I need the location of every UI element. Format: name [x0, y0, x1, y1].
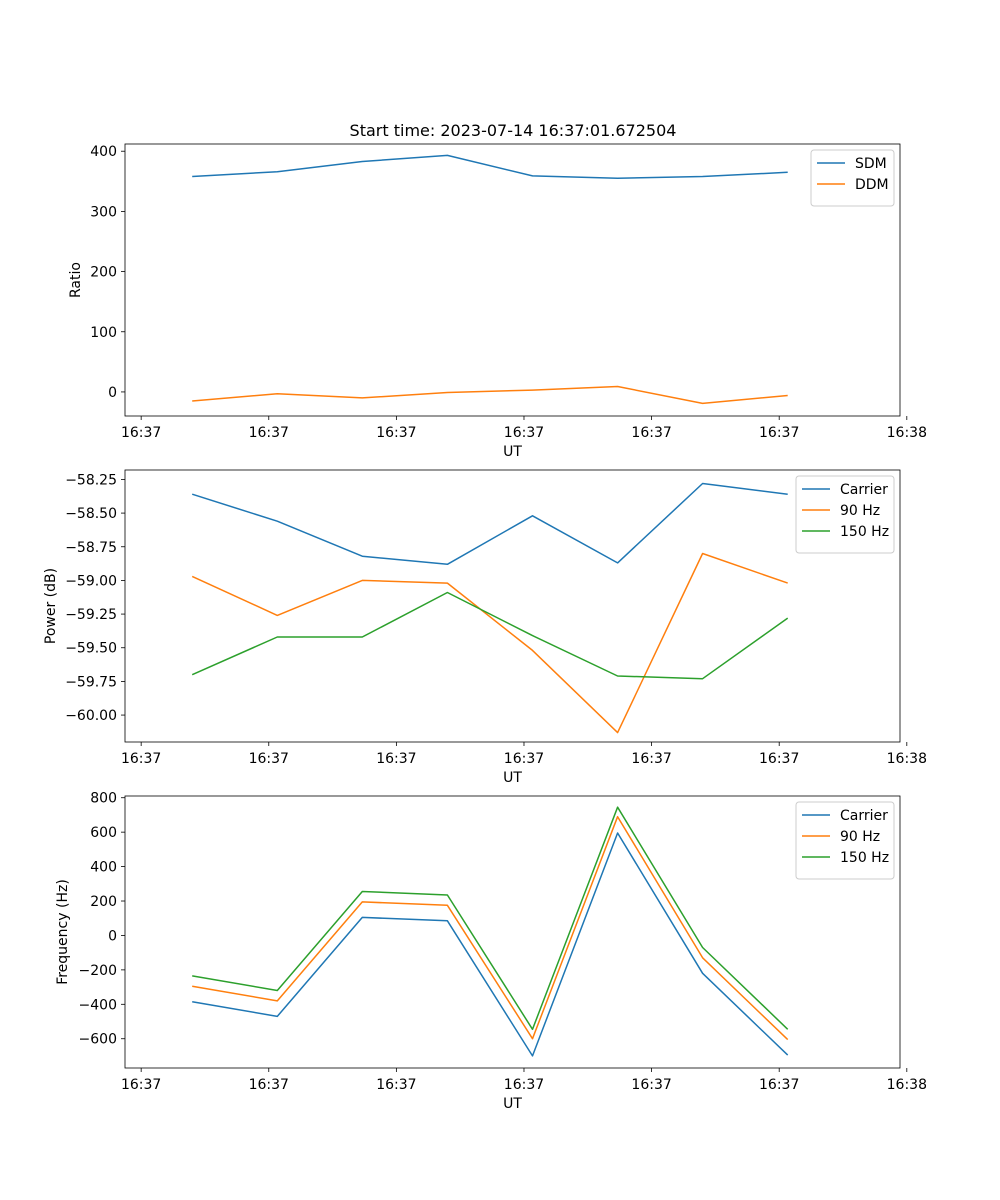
power-y-tick-label: −59.00 [65, 573, 117, 589]
frequency-series-line-150-hz [192, 806, 789, 1031]
ratio-series-line-sdm [192, 154, 788, 180]
ratio-panel: 16:37 16:37 16:37 16:37 16:37 16:37 16:38 0 100 2… [68, 143, 927, 460]
ratio-x-tick-label: 16:37 [249, 425, 289, 441]
frequency-y-axis-label: Frequency (Hz) [55, 879, 71, 985]
power-series-line-150-hz [191, 591, 789, 680]
frequency-series-line-90-hz [192, 815, 789, 1041]
ratio-legend-label: SDM [855, 156, 887, 172]
power-legend-label: 150 Hz [840, 524, 889, 540]
frequency-legend-label: 90 Hz [840, 829, 880, 845]
power-x-tick-label: 16:37 [504, 751, 544, 767]
ratio-legend: SDM DDM [810, 149, 895, 207]
power-y-axis-label: Power (dB) [43, 568, 59, 644]
power-legend-label: 90 Hz [840, 503, 880, 519]
power-y-tick-label: −60.00 [65, 708, 117, 724]
ratio-legend-box [810, 149, 895, 207]
power-panel: 16:37 16:37 16:37 16:37 16:37 16:37 16:38 −60.0… [43, 469, 927, 786]
ratio-x-tick-label: 16:37 [631, 425, 671, 441]
frequency-x-tick-label: 16:37 [631, 1077, 671, 1093]
frequency-x-tick-label: 16:37 [759, 1077, 799, 1093]
power-y-tick-label: −59.50 [65, 641, 117, 657]
frequency-axes-frame [124, 795, 901, 1069]
ratio-axes-frame [124, 143, 901, 417]
ratio-x-tick-label: 16:37 [376, 425, 416, 441]
power-y-tick-label: −58.75 [65, 540, 117, 556]
ratio-x-tick-label: 16:37 [759, 425, 799, 441]
frequency-legend-box [795, 801, 895, 880]
frequency-y-tick-label: 0 [108, 928, 117, 944]
frequency-x-axis-label: UT [503, 1096, 522, 1112]
frequency-y-tick-label: 400 [90, 860, 117, 876]
power-series-line-carrier [191, 482, 788, 566]
ratio-series-line-ddm [192, 385, 788, 405]
power-y-tick-label: −59.25 [65, 607, 117, 623]
frequency-x-tick-label: 16:37 [376, 1077, 416, 1093]
frequency-y-tick-label: −400 [79, 997, 117, 1013]
ratio-x-tick-label: 16:38 [887, 425, 927, 441]
power-legend-box [795, 475, 895, 554]
ratio-x-tick-label: 16:37 [121, 425, 161, 441]
ratio-x-tick-label: 16:37 [504, 425, 544, 441]
power-x-tick-label: 16:37 [631, 751, 671, 767]
power-x-tick-label: 16:37 [249, 751, 289, 767]
ratio-y-tick-label: 300 [90, 204, 117, 220]
power-axes-frame [124, 469, 901, 743]
frequency-legend: Carrier 90 Hz 150 Hz [795, 801, 895, 880]
power-y-tick-label: −58.50 [65, 506, 117, 522]
ratio-legend-label: DDM [855, 177, 889, 193]
power-y-tick-label: −59.75 [65, 674, 117, 690]
frequency-x-tick-label: 16:37 [121, 1077, 161, 1093]
ratio-x-axis-label: UT [503, 444, 522, 460]
power-x-tick-label: 16:37 [376, 751, 416, 767]
ratio-y-tick-label: 100 [90, 325, 117, 341]
ratio-y-axis-label: Ratio [68, 262, 84, 298]
power-x-tick-label: 16:38 [887, 751, 927, 767]
chart-title: Start time: 2023-07-14 16:37:01.672504 [350, 121, 677, 140]
power-x-tick-label: 16:37 [759, 751, 799, 767]
power-y-tick-label: −58.25 [65, 472, 117, 488]
frequency-y-tick-label: −600 [79, 1032, 117, 1048]
frequency-y-tick-label: 800 [90, 791, 117, 807]
frequency-legend-label: Carrier [840, 808, 888, 824]
frequency-panel: 16:37 16:37 16:37 16:37 16:37 16:37 16:38 −600 −… [55, 791, 927, 1112]
frequency-x-tick-label: 16:37 [504, 1077, 544, 1093]
frequency-series-line-carrier [192, 832, 789, 1057]
power-legend: Carrier 90 Hz 150 Hz [795, 475, 895, 554]
frequency-x-tick-label: 16:38 [887, 1077, 927, 1093]
power-x-tick-label: 16:37 [121, 751, 161, 767]
power-series-line-90-hz [191, 552, 788, 734]
frequency-x-tick-label: 16:37 [249, 1077, 289, 1093]
power-x-axis-label: UT [503, 770, 522, 786]
frequency-legend-label: 150 Hz [840, 850, 889, 866]
ratio-y-tick-label: 0 [108, 385, 117, 401]
ratio-y-tick-label: 400 [90, 144, 117, 160]
frequency-y-tick-label: 200 [90, 894, 117, 910]
frequency-y-tick-label: −200 [79, 963, 117, 979]
power-legend-label: Carrier [840, 482, 888, 498]
frequency-y-tick-label: 600 [90, 825, 117, 841]
ratio-y-tick-label: 200 [90, 265, 117, 281]
